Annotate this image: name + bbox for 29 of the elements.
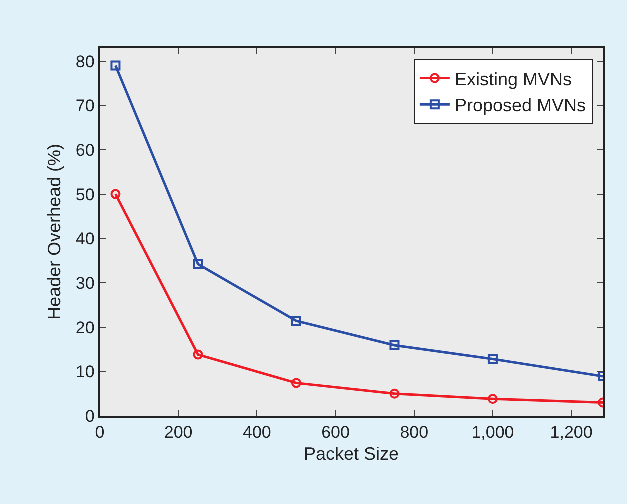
point (390, 388, 400, 399)
y-tick-label: 60 (76, 140, 95, 160)
x-tick-label: 1,200 (550, 423, 593, 442)
y-tick-label: 20 (76, 318, 95, 338)
point (390, 340, 400, 350)
point (110, 189, 121, 200)
legend-label: Existing MVNs (454, 69, 572, 90)
y-tick-label: 40 (76, 230, 95, 249)
y-axis-title: Header Overhead (%) (44, 144, 65, 320)
y-tick-label: 30 (76, 274, 95, 293)
x-tick-label: 1,000 (472, 423, 514, 442)
y-tick-label: 70 (76, 96, 95, 116)
x-tick-label: 600 (322, 423, 350, 442)
x-axis-title: Packet Size (304, 444, 400, 464)
point (291, 378, 302, 388)
point (193, 350, 204, 360)
legend-label: Proposed MVNs (454, 96, 586, 116)
point (110, 60, 121, 71)
x-tick-label: 200 (164, 423, 193, 442)
point (488, 354, 498, 364)
point (291, 316, 302, 326)
y-tick-label: 80 (76, 52, 95, 72)
y-tick-label: 10 (76, 362, 95, 382)
y-tick-label: 50 (76, 185, 95, 204)
x-tick-label: 800 (400, 423, 429, 442)
y-tick-label: 0 (85, 406, 95, 426)
x-tick-label: 400 (243, 423, 272, 442)
point (193, 259, 204, 270)
point (488, 394, 498, 404)
